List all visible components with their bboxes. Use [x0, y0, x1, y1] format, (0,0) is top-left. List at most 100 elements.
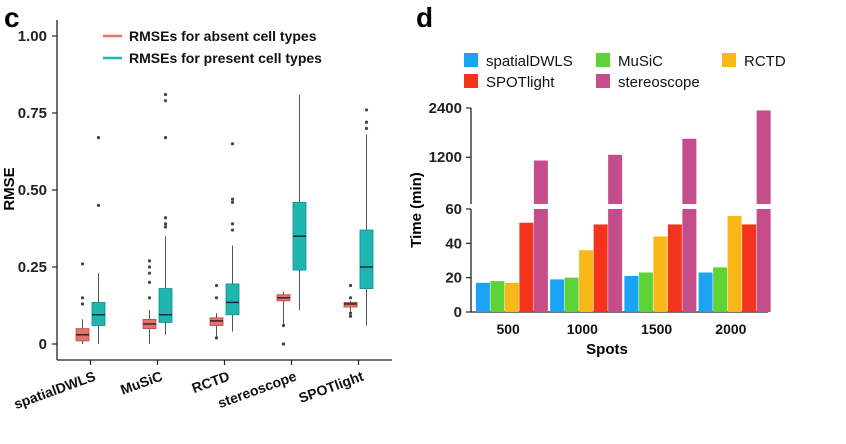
panel-c-y-tick-label: 0.50 [18, 182, 47, 199]
bar-RCTD-2000 [727, 215, 742, 312]
outlier-point [163, 92, 168, 97]
panel-c-box-0-2 [209, 283, 224, 340]
panel-c-y-tick-label: 1.00 [18, 28, 47, 45]
panel-d-legend: spatialDWLS MuSiC RCTD SPOTlight stereoscope [464, 53, 786, 91]
panel-c-legend-label: RMSEs for present cell types [129, 50, 322, 66]
outlier-point [364, 108, 369, 112]
bar-spatialDWLS-500 [475, 282, 490, 312]
bar-RCTD-500 [504, 282, 519, 312]
panel-c-box-0-4 [343, 283, 358, 318]
panel-c-x-tick-label: MuSiC [118, 368, 164, 398]
panel-d-legend-label: stereoscope [618, 74, 700, 91]
bar-spatialDWLS-1000 [550, 279, 565, 312]
panel-c-label: c [4, 2, 20, 33]
panel-c-box-0-1 [142, 259, 157, 344]
panel-d-y-tick-label: 60 [445, 201, 462, 218]
outlier-point [96, 203, 101, 207]
bar-stereoscope-2000-upper [756, 110, 771, 204]
panel-d-label: d [416, 2, 433, 33]
bar-SPOTlight-2000 [742, 224, 757, 312]
panel-c-y-tick-label: 0.25 [18, 259, 47, 276]
outlier-point [214, 336, 219, 340]
panel-d-legend-label: SPOTlight [486, 74, 555, 91]
outlier-point [348, 314, 353, 318]
panel-d-legend-label: spatialDWLS [486, 53, 573, 70]
panel-d-y-tick-label: 40 [445, 235, 462, 252]
outlier-point [147, 265, 152, 269]
bar-RCTD-1500 [653, 236, 668, 312]
panel-d-x-tick-label: 1500 [641, 321, 672, 337]
panel-d-x-tick-label: 2000 [715, 321, 746, 337]
outlier-point [80, 262, 85, 266]
panel-d-x-tick-label: 500 [496, 321, 520, 337]
bar-MuSiC-500 [490, 281, 505, 312]
outlier-point [364, 120, 369, 124]
bar-RCTD-1000 [579, 250, 594, 312]
panel-d-legend-label: MuSiC [618, 53, 663, 70]
panel-d-legend-label: RCTD [744, 53, 786, 70]
panel-c-box-0-3 [276, 291, 291, 346]
bar-SPOTlight-500 [519, 222, 534, 312]
outlier-point [96, 136, 101, 140]
bar-stereoscope-1000-lower [608, 209, 623, 312]
outlier-point [80, 296, 85, 300]
panel-d-x-tick-label: 1000 [567, 321, 598, 337]
outlier-point [163, 225, 168, 229]
panel-d-y-tick-label: 2400 [429, 100, 462, 117]
outlier-point [281, 323, 286, 328]
panel-d-legend-swatch [722, 53, 736, 67]
panel-c-box-1-2 [225, 142, 240, 332]
panel-d-legend-swatch [596, 53, 610, 67]
panel-c-y-tick-label: 0 [39, 336, 47, 353]
outlier-point [348, 311, 353, 315]
outlier-point [147, 259, 152, 263]
bar-spatialDWLS-1500 [624, 275, 639, 312]
outlier-point [364, 126, 369, 130]
box-body [225, 283, 240, 316]
panel-c-legend-label: RMSEs for absent cell types [129, 28, 317, 44]
outlier-point [147, 296, 152, 300]
outlier-point [230, 222, 235, 226]
bar-stereoscope-1500-lower [682, 209, 697, 312]
panel-c-box-1-0 [91, 136, 106, 344]
panel-d-legend-swatch [596, 74, 610, 88]
bar-SPOTlight-1000 [593, 224, 608, 312]
panel-c-box-1-3 [292, 94, 307, 311]
panel-c-y-tick-label: 0.75 [18, 105, 47, 122]
panel-c-box-0-0 [75, 262, 90, 344]
panel-d-y-tick-label: 0 [454, 304, 462, 321]
outlier-point [348, 296, 353, 300]
panel-d-y-axis-title: Time (min) [408, 172, 425, 248]
outlier-point [80, 302, 85, 306]
outlier-point [163, 216, 168, 220]
panel-d-y-tick-label: 1200 [429, 149, 462, 166]
panel-c-x-tick-label: spatialDWLS [12, 368, 98, 412]
panel-c-x-tick-label: SPOTlight [296, 368, 365, 406]
bar-MuSiC-1000 [564, 277, 579, 312]
panel-d-legend-swatch [464, 53, 478, 67]
bar-stereoscope-500-lower [533, 209, 548, 312]
panel-d-x-axis-title: Spots [586, 341, 628, 358]
panel-c-y-axis-title: RMSE [1, 167, 18, 210]
outlier-point [147, 271, 152, 275]
panel-c-box-1-1 [158, 92, 173, 335]
bar-spatialDWLS-2000 [698, 272, 713, 312]
outlier-point [230, 142, 235, 146]
panel-c-box-1-4 [359, 108, 374, 326]
outlier-point [230, 228, 235, 232]
panel-d-y-tick-label: 20 [445, 270, 462, 287]
outlier-point [281, 342, 286, 346]
panel-d-bars [475, 110, 771, 312]
bar-MuSiC-2000 [713, 267, 728, 312]
panel-c-legend: RMSEs for absent cell types RMSEs for pre… [103, 28, 322, 66]
box-body [91, 302, 106, 326]
outlier-point [163, 136, 168, 140]
outlier-point [214, 283, 219, 288]
outlier-point [214, 296, 219, 300]
outlier-point [348, 283, 353, 288]
bar-stereoscope-2000-lower [756, 209, 771, 312]
box-body [158, 288, 173, 323]
